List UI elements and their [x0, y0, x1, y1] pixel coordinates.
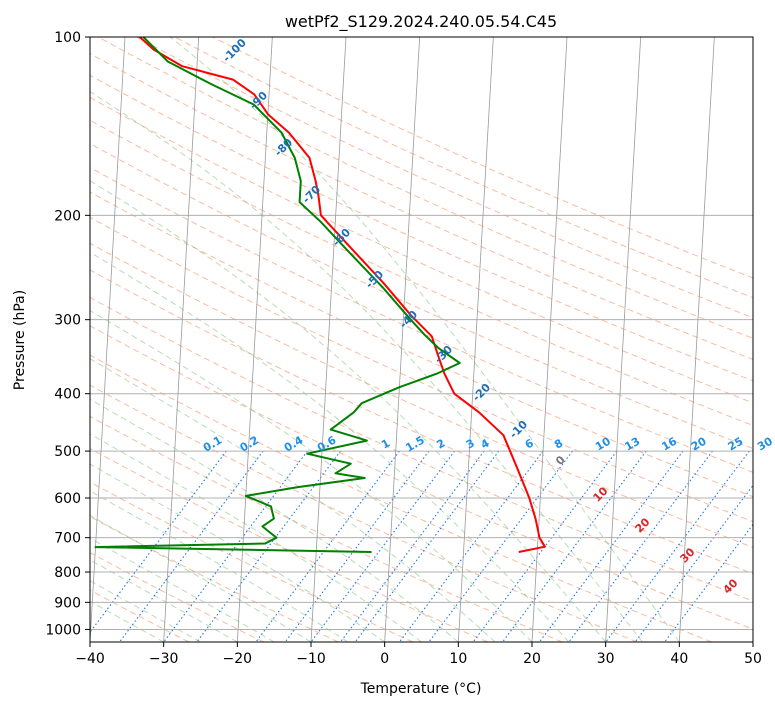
- moist-adiabat-line: [90, 309, 533, 642]
- x-tick-label: 20: [523, 651, 541, 667]
- isotherm-line: [236, 37, 273, 642]
- dry-adiabat-line: [90, 481, 414, 642]
- dry-adiabat-line: [90, 354, 712, 642]
- moist-adiabat-line: [90, 514, 312, 642]
- isotherm-line: [457, 37, 494, 642]
- moist-adiabat-line: [90, 537, 275, 642]
- x-tick-label: 50: [744, 651, 762, 667]
- chart-title: wetPf2_S129.2024.240.05.54.C45: [285, 12, 557, 32]
- moist-adiabat-line: [90, 600, 164, 642]
- y-tick-label: 100: [54, 30, 81, 46]
- dry-adiabat-line: [90, 269, 753, 575]
- moist-adiabat-line: [169, 37, 680, 642]
- x-tick-label: 0: [380, 651, 389, 667]
- isotherm-line: [384, 37, 421, 642]
- moist-adiabat-line: [90, 433, 422, 642]
- isotherm-line: [605, 37, 642, 642]
- dry-adiabat-line: [90, 53, 753, 360]
- background-lines: [90, 37, 753, 642]
- dry-adiabat-line: [90, 74, 753, 382]
- dry-adiabat-line: [90, 143, 753, 450]
- plot-frame: [89, 36, 754, 643]
- x-tick-label: −30: [149, 651, 179, 667]
- isotherm-line: [678, 37, 715, 642]
- dry-adiabat-line: [90, 191, 753, 498]
- moist-adiabat-line: [90, 358, 496, 642]
- y-axis-label: Pressure (hPa): [12, 290, 28, 390]
- x-tick-label: 30: [597, 651, 615, 667]
- x-tick-label: −40: [75, 651, 105, 667]
- y-tick-label: 800: [54, 565, 81, 581]
- x-axis-ticks: −40 −30 −20 −10 0 10 20 30 40 50: [75, 642, 762, 667]
- isotherm-line: [90, 37, 126, 642]
- dry-adiabat-line: [136, 37, 753, 319]
- moist-adiabat-line: [90, 180, 607, 642]
- y-tick-label: 500: [54, 444, 81, 460]
- dry-adiabat-line: [174, 37, 753, 299]
- temperature-profile-line: [139, 37, 546, 553]
- dry-adiabat-line: [90, 119, 753, 427]
- x-tick-label: −20: [223, 651, 253, 667]
- dry-adiabat-line: [90, 242, 753, 548]
- isotherm-line: [310, 37, 347, 642]
- x-tick-label: 10: [449, 651, 467, 667]
- dry-adiabat-line: [90, 96, 753, 404]
- y-tick-label: 200: [54, 208, 81, 224]
- pressure-gridlines: [90, 37, 753, 642]
- dry-adiabat-line: [90, 384, 638, 642]
- moist-adiabat-line: [90, 91, 643, 642]
- profile-lines: [94, 37, 546, 553]
- y-tick-label: 900: [54, 595, 81, 611]
- dry-adiabat-line: [90, 167, 753, 473]
- y-axis-ticks: 100 200 300 400 500 600 700 800 900 1000: [45, 30, 90, 638]
- x-tick-label: −10: [296, 651, 326, 667]
- dewpoint-profile-line: [94, 37, 461, 553]
- x-axis-label: Temperature (°C): [360, 681, 482, 697]
- isotherm-line: [531, 37, 568, 642]
- y-tick-label: 400: [54, 387, 81, 403]
- y-tick-label: 600: [54, 491, 81, 507]
- isotherm-line: [163, 37, 200, 642]
- dry-adiabat-line: [212, 37, 753, 279]
- y-tick-label: 700: [54, 531, 81, 547]
- y-tick-label: 300: [54, 313, 81, 329]
- y-tick-label: 1000: [45, 622, 81, 638]
- moist-adiabat-line: [90, 251, 570, 642]
- x-tick-label: 40: [670, 651, 688, 667]
